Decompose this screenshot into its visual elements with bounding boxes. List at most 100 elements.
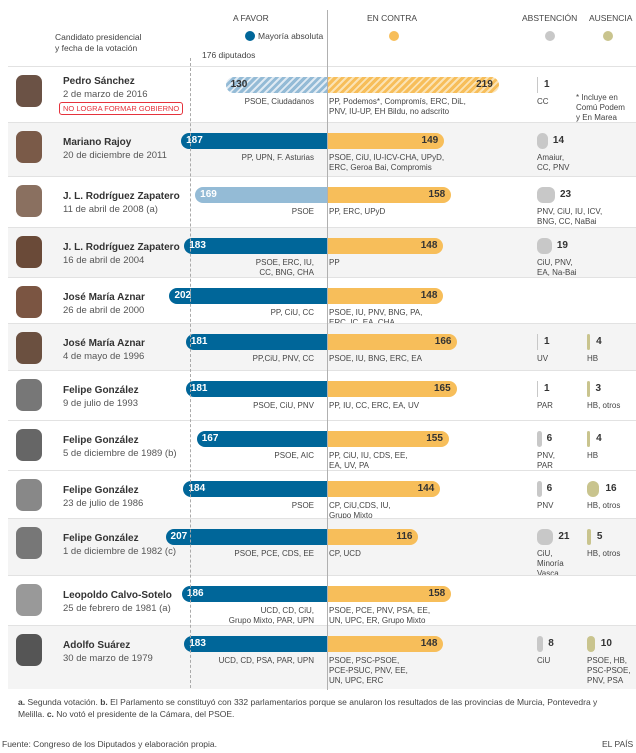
favor-party-line: PP,CiU, PNV, CC	[252, 354, 314, 363]
abstention-value: 1	[544, 383, 550, 394]
abstention-mark	[537, 334, 538, 350]
abstention-party-line: Vasca	[537, 569, 559, 578]
favor-bar: 183	[184, 636, 327, 652]
favor-party-line: PSOE, CiU, PNV	[253, 401, 314, 410]
abstention-party-line: Minoría	[537, 559, 564, 568]
abstention-parties: UV	[537, 354, 548, 364]
majority-line-label: 176 diputados	[202, 50, 256, 60]
vote-date: 23 de julio de 1986	[63, 498, 144, 509]
absence-party-line: PSC-PSOE,	[587, 666, 631, 675]
vote-date: 16 de abril de 2004	[63, 255, 145, 266]
header-contra: EN CONTRA	[367, 13, 418, 23]
contra-party-line: PP, CiU, IU, CDS, EE,	[329, 451, 408, 460]
absence-party-line: PSOE, HB,	[587, 656, 628, 665]
absence-value: 4	[596, 433, 602, 444]
legend-majority-label: Mayoría absoluta	[258, 31, 324, 41]
contra-bar: 219	[328, 77, 499, 93]
footnotes: a. Segunda votación. b. El Parlamento se…	[18, 696, 618, 720]
vote-date: 30 de marzo de 1979	[63, 653, 153, 664]
abstention-parties: CiU, Minoría Vasca	[537, 549, 564, 579]
contra-party-line: UN, UPC, ER, Grupo Mixto	[329, 616, 426, 625]
candidate-photo	[16, 75, 42, 107]
vote-date: 11 de abril de 2008 (a)	[63, 204, 158, 215]
contra-party-line: PP, Podemos*, Compromís, ERC, DiL,	[329, 97, 466, 106]
candidate-name: Felipe González	[63, 533, 139, 544]
contra-party-line: ERC, Geroa Bai, Compromis	[329, 163, 432, 172]
candidate-photo	[16, 479, 42, 511]
header-abstencion: ABSTENCIÓN	[522, 13, 578, 23]
chart-row: Felipe González 23 de julio de 1986 184 PSO…	[8, 470, 636, 520]
contra-parties: CP, UCD	[329, 549, 361, 559]
favor-party-line: UCD, CD, CiU,	[260, 606, 314, 615]
favor-parties: PSOE, PCE, CDS, EE	[234, 549, 314, 559]
legend-favor-dot	[245, 31, 255, 41]
favor-bar: 207	[165, 529, 327, 545]
vote-date: 1 de diciembre de 1982 (c)	[63, 546, 177, 557]
candidate-photo	[16, 236, 42, 268]
absence-parties: HB, otros	[587, 549, 620, 559]
abstention-mark	[537, 187, 555, 203]
candidate-photo	[16, 584, 42, 616]
contra-party-line: PCE-PSUC, PNV, EE,	[329, 666, 408, 675]
contra-parties: PSOE, CiU, IU-ICV-CHA, UPyD, ERC, Geroa B…	[329, 153, 444, 173]
candidate-photo	[16, 429, 42, 461]
chart-row: Adolfo Suárez 30 de marzo de 1979 183 UCD, …	[8, 625, 636, 689]
abstention-value: 6	[546, 483, 553, 494]
chart-row: Felipe González 1 de diciembre de 1982 (c…	[8, 518, 636, 579]
candidate-name: Leopoldo Calvo-Sotelo	[63, 590, 172, 601]
contra-party-line: EA, UV, PA	[329, 461, 370, 470]
favor-bar: 167	[196, 431, 327, 447]
favor-parties: PSOE, AIC	[274, 451, 314, 461]
abstention-party-line: PAR	[537, 401, 553, 410]
abstention-parties: PNV, CiU, IU, ICV, BNG, CC, NaBai	[537, 207, 602, 227]
favor-parties: PSOE, Ciudadanos	[245, 97, 314, 107]
abstention-value: 23	[559, 189, 572, 200]
abstention-party-line: PAR	[537, 461, 553, 470]
legend-abstencion-dot	[545, 31, 555, 41]
abstention-mark	[537, 133, 548, 149]
contra-bar: 148	[328, 238, 444, 254]
favor-parties: PSOE	[292, 501, 314, 511]
favor-bar: 184	[183, 481, 327, 497]
favor-bar: 169	[195, 187, 327, 203]
contra-party-line: PP, IU, CC, ERC, EA, UV	[329, 401, 420, 410]
absence-value: 3	[595, 383, 602, 394]
absence-party-line: HB, otros	[587, 501, 621, 510]
abstention-mark	[537, 529, 554, 545]
absence-value: 16	[605, 483, 617, 494]
candidate-photo	[16, 527, 42, 559]
abstention-mark	[537, 238, 552, 254]
absence-value: 4	[596, 336, 602, 347]
contra-parties: PP, Podemos*, Compromís, ERC, DiL, PNV, I…	[329, 97, 466, 117]
contra-parties: PP, ERC, UPyD	[329, 207, 385, 217]
contra-party-line: PNV, IU-UP, EH Bildu, no adscrito	[329, 107, 450, 116]
abstention-parties: Amaiur, CC, PNV	[537, 153, 569, 173]
absence-mark	[587, 431, 591, 447]
favor-party-line: PSOE, PCE, CDS, EE	[234, 549, 314, 558]
contra-bar: 158	[328, 187, 452, 203]
contra-parties: PSOE, IU, BNG, ERC, EA	[329, 354, 422, 364]
contra-party-line: PSOE, IU, BNG, ERC, EA	[329, 354, 422, 363]
status-badge: NO LOGRA FORMAR GOBIERNO	[59, 102, 184, 115]
contra-party-line: PSOE, CiU, IU-ICV-CHA, UPyD,	[329, 153, 445, 162]
abstention-value: 6	[546, 433, 553, 444]
contra-party-line: PSOE, PCE, PNV, PSA, EE,	[329, 606, 431, 615]
contra-bar: 149	[328, 133, 445, 149]
chart-row: Mariano Rajoy 20 de diciembre de 2011 187 P…	[8, 122, 636, 177]
absence-parties: HB	[587, 451, 598, 461]
abstention-party-line: CC, PNV	[537, 163, 570, 172]
contra-parties: PSOE, PCE, PNV, PSA, EE, UN, UPC, ER, Gru…	[329, 606, 430, 626]
vote-date: 4 de mayo de 1996	[63, 351, 145, 362]
absence-mark	[587, 636, 595, 652]
candidate-name: Adolfo Suárez	[63, 640, 131, 651]
footnote-b-label: b.	[100, 697, 108, 707]
abstention-mark	[537, 481, 542, 497]
chart-row: José María Aznar 4 de mayo de 1996 181 PP,C…	[8, 323, 636, 371]
abstention-party-line: PNV,	[537, 451, 555, 460]
header-ausencia: AUSENCIA	[589, 13, 633, 23]
favor-bar: 130	[225, 77, 327, 93]
footnote-a-label: a.	[18, 697, 26, 707]
candidate-name: Mariano Rajoy	[63, 137, 132, 148]
abstention-mark	[537, 431, 542, 447]
abstention-value: 21	[558, 531, 570, 542]
